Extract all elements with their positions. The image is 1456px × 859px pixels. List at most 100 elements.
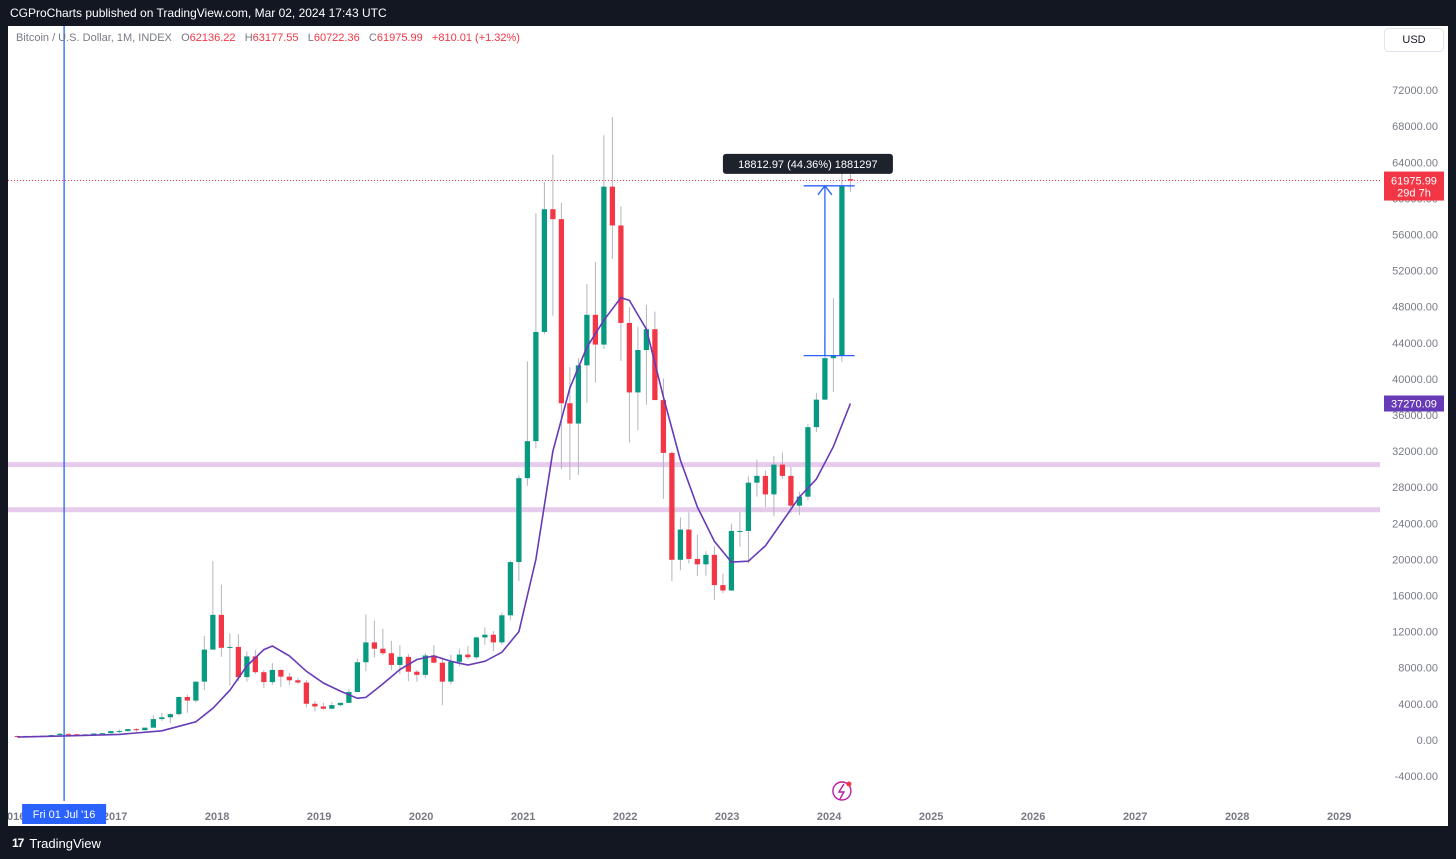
ma-price-label: 37270.09 xyxy=(1391,399,1437,411)
close-key: C xyxy=(368,32,377,44)
candle-body-2023-07 xyxy=(779,464,786,476)
y-tick-label: 20000.00 xyxy=(1392,554,1438,566)
candle-body-2019-08 xyxy=(380,648,386,654)
low-value: 60722.36 xyxy=(313,32,360,44)
candle-body-2018-11 xyxy=(303,682,310,704)
candle-body-2019-09 xyxy=(388,653,395,665)
candle-body-2019-07 xyxy=(371,642,378,649)
candle-body-2017-07 xyxy=(167,714,173,718)
candle-body-2017-02 xyxy=(125,729,131,732)
candle-body-2016-10 xyxy=(91,733,97,735)
candle-body-2019-10 xyxy=(397,656,403,665)
candle-body-2020-04 xyxy=(448,661,454,682)
y-tick-label: 48000.00 xyxy=(1392,302,1438,314)
crosshair-date-label: Fri 01 Jul '16 xyxy=(33,809,96,821)
candle-body-2023-05 xyxy=(762,475,769,495)
candle-body-2020-05 xyxy=(456,654,463,662)
y-tick-label: 12000.00 xyxy=(1392,627,1438,639)
x-tick-label: 2023 xyxy=(715,811,739,823)
high-value: 63177.55 xyxy=(252,32,299,44)
high-key: H xyxy=(244,32,253,44)
publisher-header: CGProCharts published on TradingView.com… xyxy=(10,6,387,20)
y-tick-label: 56000.00 xyxy=(1392,229,1438,241)
x-tick-label: 2028 xyxy=(1225,811,1249,823)
candle-body-2023-10 xyxy=(805,427,811,497)
candle-body-2021-03 xyxy=(541,209,548,332)
tradingview-logo-icon: 17 xyxy=(12,836,24,850)
candle-body-2018-01 xyxy=(218,614,225,648)
candle-body-2018-07 xyxy=(269,669,276,683)
change-value: +810.01 (+1.32%) xyxy=(431,32,520,44)
horizontal-zone-0 xyxy=(8,462,1380,468)
candle-body-2022-11 xyxy=(711,554,718,586)
measure-label: 18812.97 (44.36%) 1881297 xyxy=(738,159,877,171)
candle-body-2022-01 xyxy=(626,322,633,393)
last-price-label: 61975.99 xyxy=(1391,176,1437,188)
candle-body-2019-03 xyxy=(337,702,344,706)
candle-body-2021-05 xyxy=(558,219,565,404)
candle-body-2024-01 xyxy=(830,355,837,359)
candle-body-2018-03 xyxy=(235,646,242,678)
candle-body-2017-09 xyxy=(184,696,190,701)
y-tick-label: 24000.00 xyxy=(1392,518,1438,530)
candle-body-2023-01 xyxy=(728,530,735,591)
candle-body-2022-09 xyxy=(694,558,701,565)
candle-body-2020-01 xyxy=(422,655,429,675)
footer-bar: 17 TradingView xyxy=(0,828,1456,859)
currency-button[interactable]: USD xyxy=(1384,28,1444,52)
candle-body-2021-09 xyxy=(592,314,599,345)
x-tick-label: 2016 xyxy=(8,811,25,823)
candle-body-2020-10 xyxy=(499,615,505,643)
candle-body-2019-12 xyxy=(414,671,420,675)
price-chart[interactable]: -4000.00 0.00 4000.00 8000.00 12000.00 16000.… xyxy=(8,26,1448,826)
y-tick-label: 72000.00 xyxy=(1392,85,1438,97)
x-tick-label: 2017 xyxy=(103,811,127,823)
candle-body-2016-11 xyxy=(99,733,105,735)
candle-body-2017-03 xyxy=(133,729,139,731)
y-tick-label: 28000.00 xyxy=(1392,482,1438,494)
candle-body-2016-07 xyxy=(65,733,71,735)
candle-body-2022-10 xyxy=(703,554,709,565)
y-tick-label: 16000.00 xyxy=(1392,590,1438,602)
notification-dot-icon xyxy=(846,781,852,787)
y-tick-label: 32000.00 xyxy=(1392,446,1438,458)
x-tick-label: 2020 xyxy=(409,811,433,823)
candle-body-2022-08 xyxy=(686,529,692,559)
close-value: 61975.99 xyxy=(376,32,423,44)
candle-body-2022-05 xyxy=(660,400,667,453)
symbol-label: Bitcoin / U.S. Dollar, 1M, INDEX xyxy=(16,32,172,44)
y-tick-label: 36000.00 xyxy=(1392,410,1438,422)
candle-body-2020-02 xyxy=(431,655,437,663)
candle-body-2017-11 xyxy=(201,649,207,682)
ma-price-tag xyxy=(1384,395,1444,412)
y-tick-label: 64000.00 xyxy=(1392,157,1438,169)
candle-body-2021-06 xyxy=(567,403,573,424)
candle-body-2023-09 xyxy=(796,496,803,506)
candle-body-2018-09 xyxy=(286,676,293,681)
candle-body-2022-02 xyxy=(635,350,641,393)
candle-body-2021-08 xyxy=(584,314,590,366)
y-tick-label: 40000.00 xyxy=(1392,374,1438,386)
x-tick-label: 2022 xyxy=(613,811,637,823)
x-tick-label: 2019 xyxy=(307,811,331,823)
candle-body-2022-03 xyxy=(643,329,650,350)
candle-body-2016-06 xyxy=(57,733,63,736)
candle-body-2017-08 xyxy=(176,696,182,715)
candle-body-2017-01 xyxy=(116,731,122,733)
moving-average-line xyxy=(17,296,852,738)
y-tick-label: 8000.00 xyxy=(1398,663,1438,675)
candle-body-2017-12 xyxy=(210,614,216,650)
last-price-tag xyxy=(1384,171,1444,201)
candle-body-2021-02 xyxy=(533,331,539,442)
candle-body-2018-02 xyxy=(227,646,233,648)
last-price-countdown: 29d 7h xyxy=(1397,188,1431,200)
candle-body-2020-08 xyxy=(482,634,488,638)
candle-body-2018-12 xyxy=(312,703,318,707)
crosshair-date-tag xyxy=(22,804,107,824)
candle-body-2020-09 xyxy=(490,634,497,643)
candle-body-2020-12 xyxy=(516,478,522,563)
chart-panel[interactable]: -4000.00 0.00 4000.00 8000.00 12000.00 16000.… xyxy=(8,26,1448,826)
candle-body-2022-12 xyxy=(720,585,726,591)
x-tick-label: 2026 xyxy=(1021,811,1045,823)
